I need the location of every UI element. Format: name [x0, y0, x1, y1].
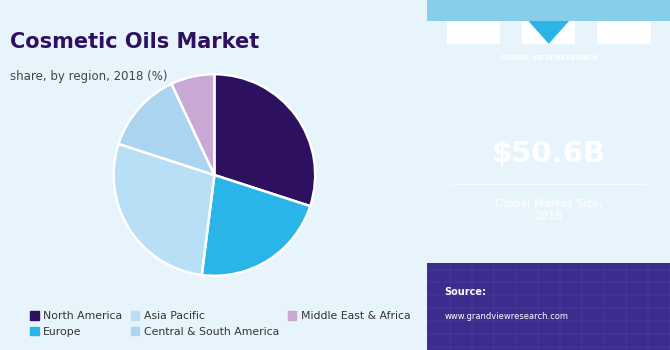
FancyBboxPatch shape [427, 262, 670, 350]
Text: Global Market Size,
2018: Global Market Size, 2018 [495, 199, 602, 221]
Wedge shape [202, 175, 310, 276]
Wedge shape [172, 74, 214, 175]
FancyBboxPatch shape [597, 14, 651, 44]
Text: www.grandviewresearch.com: www.grandviewresearch.com [444, 312, 568, 321]
Wedge shape [214, 74, 315, 206]
Text: share, by region, 2018 (%): share, by region, 2018 (%) [10, 70, 168, 83]
Wedge shape [119, 84, 214, 175]
FancyBboxPatch shape [522, 14, 576, 44]
FancyBboxPatch shape [447, 14, 500, 44]
Text: GRAND VIEW RESEARCH: GRAND VIEW RESEARCH [500, 55, 598, 61]
Text: $50.6B: $50.6B [492, 140, 606, 168]
FancyBboxPatch shape [427, 0, 670, 21]
Text: Cosmetic Oils Market: Cosmetic Oils Market [10, 32, 259, 51]
Legend: North America, Europe, Asia Pacific, Central & South America, Middle East & Afri: North America, Europe, Asia Pacific, Cen… [25, 307, 415, 341]
Text: Source:: Source: [444, 287, 486, 297]
Wedge shape [114, 144, 214, 275]
Polygon shape [522, 14, 576, 44]
